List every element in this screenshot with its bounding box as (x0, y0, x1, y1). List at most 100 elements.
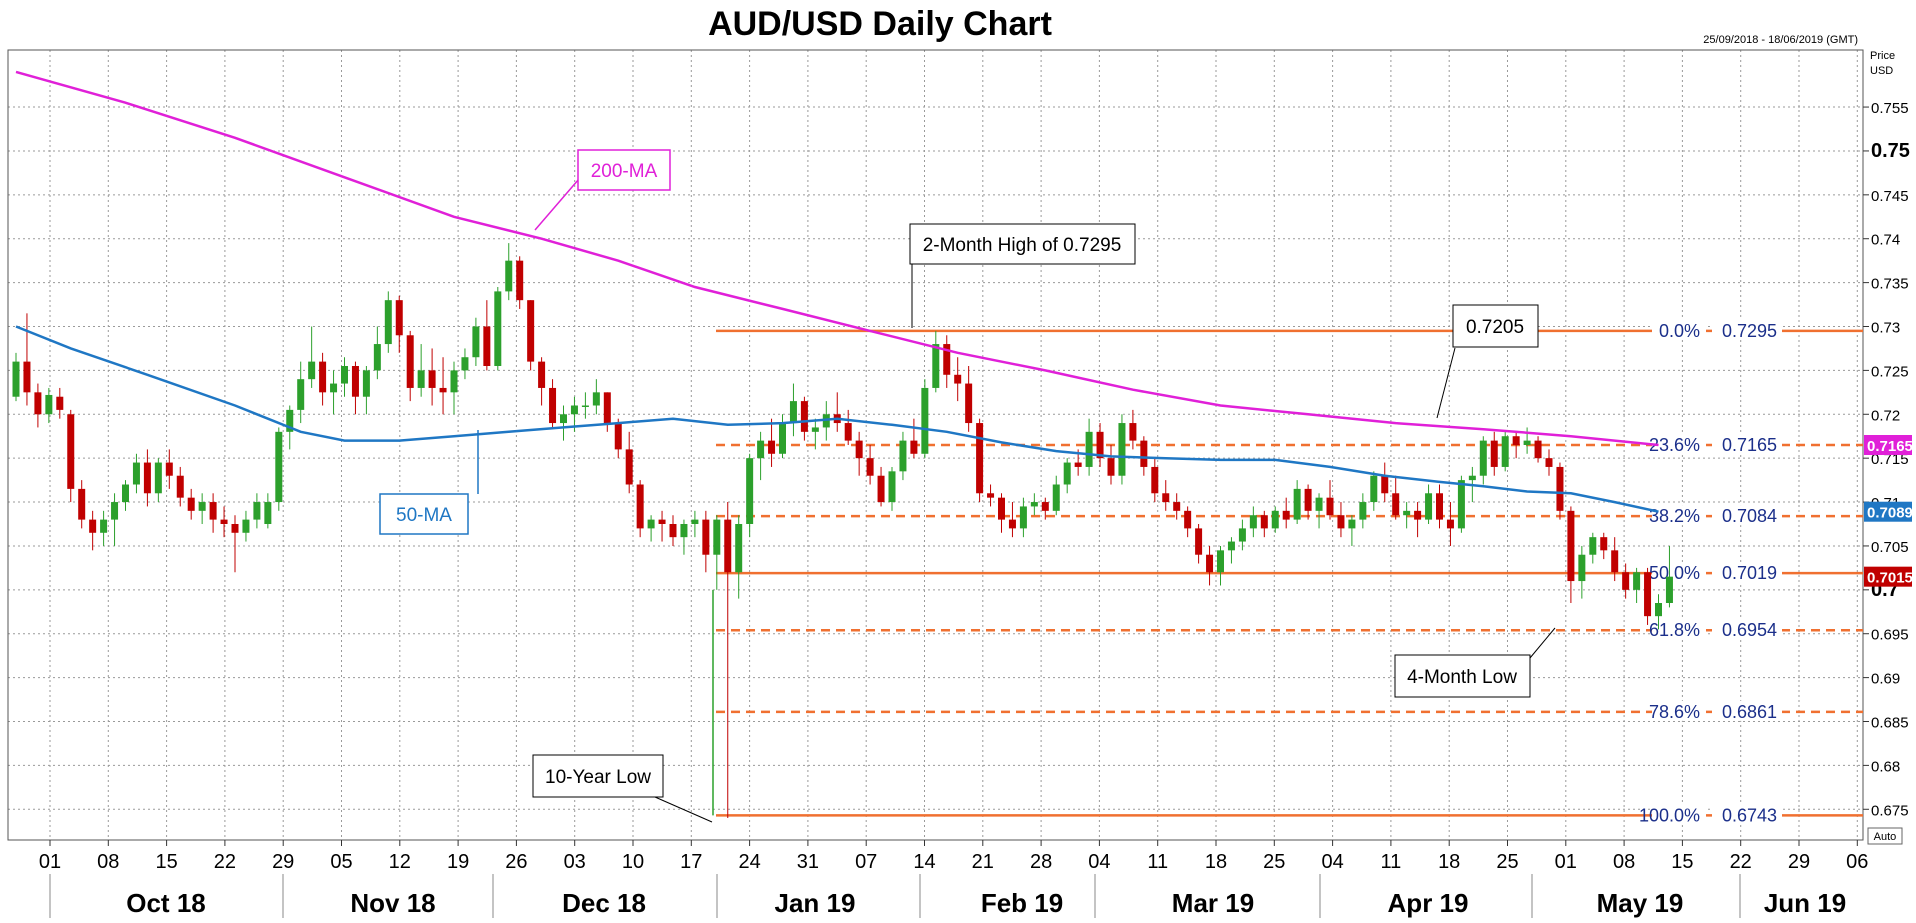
x-day-label: 12 (389, 851, 411, 873)
candle-body (1052, 484, 1060, 511)
candle-body (450, 370, 458, 393)
label-2-month-high: 2-Month High of 0.7295 (923, 235, 1122, 256)
candle-body (976, 423, 984, 494)
candle-body (231, 524, 239, 533)
fib-label-bg (1652, 619, 1706, 640)
candle-body (264, 502, 272, 524)
candle-body (1556, 466, 1564, 511)
candle-body (505, 260, 513, 292)
callout-10-year-low: 10-Year Low (532, 754, 713, 823)
candle-body (768, 440, 776, 454)
callout-2-month-high: 2-Month High of 0.7295 (909, 223, 1136, 328)
candle-body (154, 462, 162, 494)
x-day-label: 14 (913, 851, 935, 873)
x-day-label: 22 (214, 851, 236, 873)
candle-body (811, 427, 819, 432)
x-month-label: Jan 19 (775, 888, 856, 918)
fib-value-bg (1712, 319, 1782, 340)
candle-body (899, 440, 907, 472)
candle-body (1403, 510, 1411, 516)
candle-body (1665, 576, 1673, 603)
y-axis-title-price: Price (1870, 50, 1895, 62)
candle-body (647, 519, 655, 529)
x-day-label: 04 (1321, 851, 1343, 873)
x-day-label: 15 (1671, 851, 1693, 873)
y-tick-label: 0.695 (1871, 627, 1909, 644)
auto-label: Auto (1874, 831, 1897, 843)
candle-body (1217, 550, 1224, 573)
fib-value-bg (1712, 700, 1782, 721)
x-day-label: 19 (447, 851, 469, 873)
candle-body (1534, 440, 1542, 459)
candle-body (1392, 493, 1400, 516)
ma200-line (15, 70, 1659, 447)
candle-body (1479, 440, 1487, 476)
fib-label-bg (1652, 804, 1706, 825)
candle-body (1271, 510, 1279, 529)
candle-body (1655, 603, 1662, 617)
candle-body (943, 344, 951, 375)
candle-body (581, 405, 589, 407)
candle-body (143, 462, 151, 494)
x-day-label: 08 (97, 851, 119, 873)
candle-body (1293, 488, 1301, 520)
candle-body (855, 440, 863, 459)
candle-body (614, 423, 622, 450)
candle-body (1173, 502, 1181, 511)
moving-averages (15, 70, 1659, 513)
date-range: 25/09/2018 - 18/06/2019 (GMT) (1703, 34, 1858, 46)
candle-body (67, 414, 75, 489)
label-10-year-low: 10-Year Low (545, 767, 651, 788)
fib-pct: 78.6% (1649, 702, 1700, 722)
candle-body (932, 344, 940, 388)
gridlines (8, 50, 1863, 840)
candle-body (987, 493, 995, 498)
x-day-label: 29 (272, 851, 294, 873)
candle-body (1337, 515, 1345, 529)
price-tag (1864, 566, 1912, 587)
candle-body (461, 357, 469, 371)
candle-body (132, 462, 140, 485)
candle-body (625, 449, 633, 485)
x-month-label: Mar 19 (1172, 888, 1254, 918)
candle-body (1370, 475, 1378, 503)
candle-body (362, 370, 370, 397)
candle-body (428, 370, 436, 388)
fib-pct: 50.0% (1649, 563, 1700, 583)
x-day-label: 11 (1381, 851, 1402, 873)
x-day-label: 26 (505, 851, 527, 873)
y-tick-label: 0.685 (1871, 715, 1909, 732)
label-4-month-low: 4-Month Low (1407, 667, 1517, 688)
candle-body (1019, 506, 1027, 529)
candle-body (1633, 572, 1641, 590)
candle-body (1622, 572, 1630, 590)
x-month-label: Nov 18 (350, 888, 435, 918)
candle-body (1096, 431, 1104, 459)
candle-body (921, 387, 929, 454)
candle-body (165, 462, 173, 476)
candle-body (1457, 480, 1465, 529)
x-day-label: 03 (564, 851, 586, 873)
candle-body (1414, 510, 1422, 520)
fib-pct: 100.0% (1639, 805, 1700, 825)
candle-body (122, 484, 129, 503)
candle-body (702, 519, 710, 555)
label-200ma: 200-MA (591, 161, 658, 182)
x-day-label: 17 (680, 851, 702, 873)
fib-value-bg (1712, 505, 1782, 526)
candle-body (965, 383, 973, 424)
candle-body (1501, 436, 1509, 467)
candle-body (1436, 493, 1443, 520)
candle-body (1359, 502, 1367, 520)
callout-200ma: 200-MA (534, 149, 671, 231)
auto-button[interactable]: Auto (1867, 827, 1903, 845)
price-tags: 0.7165 0.7089 0.7015 (1864, 435, 1913, 587)
candle-body (56, 396, 64, 410)
candle-body (1446, 519, 1454, 529)
candle-body (877, 475, 885, 503)
candle-body (1008, 519, 1016, 529)
candle-body (603, 392, 611, 424)
x-day-label: 10 (622, 851, 644, 873)
y-tick-label: 0.74 (1871, 232, 1900, 249)
